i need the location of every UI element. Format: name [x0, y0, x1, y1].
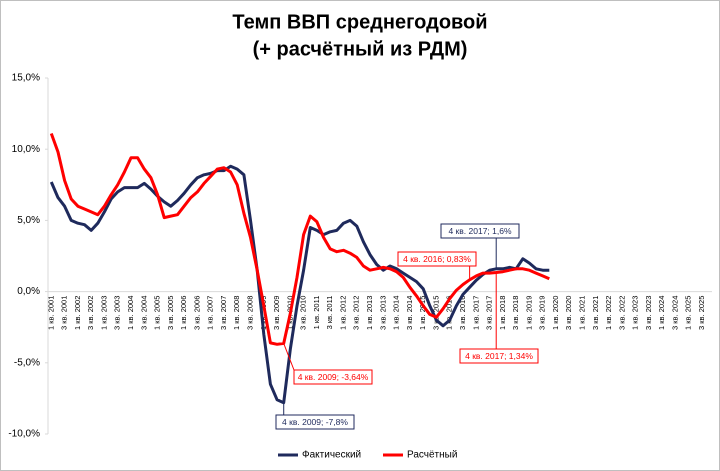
- x-tick-label: 3 кв. 2007: [219, 296, 228, 330]
- chart-subtitle: (+ расчётный из РДМ): [253, 38, 468, 60]
- x-tick-label: 3 кв. 2001: [60, 296, 69, 330]
- x-tick-label: 1 кв. 2022: [604, 296, 613, 330]
- chart-title: Темп ВВП среднегодовой: [232, 11, 487, 33]
- x-tick-label: 3 кв. 2006: [192, 296, 201, 330]
- series-line: [49, 132, 550, 346]
- annotation-box: [275, 414, 355, 430]
- x-tick-label: 3 кв. 2014: [405, 296, 414, 330]
- x-tick-label: 3 кв. 2020: [564, 296, 573, 330]
- annotation: 4 кв. 2016; 0,83%: [403, 254, 471, 264]
- x-tick-label: 1 кв. 2011: [312, 296, 321, 330]
- annotation-box: [440, 223, 520, 239]
- annotation-box: [459, 348, 539, 364]
- annotation: 4 кв. 2009; -7,8%: [282, 417, 348, 427]
- y-tick-label: 5,0%: [17, 215, 40, 226]
- x-tick-label: 1 кв. 2012: [338, 296, 347, 330]
- x-tick-label: 1 кв. 2006: [179, 296, 188, 330]
- x-tick-label: 3 кв. 2002: [86, 296, 95, 330]
- legend-label: Расчётный: [407, 450, 457, 461]
- x-tick-label: 3 кв. 2023: [644, 296, 653, 330]
- x-tick-label: 3 кв. 2009: [272, 296, 281, 330]
- x-tick-label: 3 кв. 2022: [617, 296, 626, 330]
- x-tick-label: 3 кв. 2018: [511, 296, 520, 330]
- x-tick-label: 1 кв. 2025: [684, 296, 693, 330]
- annotation: 4 кв. 2009; -3,64%: [298, 372, 369, 382]
- x-tick-label: 3 кв. 2012: [352, 296, 361, 330]
- annotation-leader: [283, 343, 295, 371]
- y-tick-label: 10,0%: [12, 144, 40, 155]
- x-tick-label: 1 кв. 2003: [99, 296, 108, 330]
- x-tick-label: 3 кв. 2010: [299, 296, 308, 330]
- x-tick-label: 3 кв. 2005: [166, 296, 175, 330]
- x-tick-label: 3 кв. 2017: [485, 296, 494, 330]
- x-tick-label: 3 кв. 2016: [458, 296, 467, 330]
- x-tick-label: 1 кв. 2004: [126, 296, 135, 330]
- x-tick-label: 1 кв. 2015: [418, 296, 427, 330]
- x-tick-label: 1 кв. 2008: [232, 296, 241, 330]
- x-tick-label: 1 кв. 2001: [46, 296, 55, 330]
- x-tick-label: 3 кв. 2025: [697, 296, 706, 330]
- x-tick-label: 3 кв. 2021: [591, 296, 600, 330]
- annotation: 4 кв. 2017; 1,34%: [465, 351, 533, 361]
- x-tick-label: 1 кв. 2023: [631, 296, 640, 330]
- x-tick-label: 1 кв. 2016: [445, 296, 454, 330]
- x-tick-label: 3 кв. 2024: [670, 296, 679, 330]
- series-line: [49, 164, 550, 405]
- x-tick-label: 1 кв. 2009: [259, 296, 268, 330]
- x-tick-label: 3 кв. 2008: [246, 296, 255, 330]
- x-tick-label: 1 кв. 2017: [471, 296, 480, 330]
- x-tick-label: 1 кв. 2007: [206, 296, 215, 330]
- x-tick-label: 1 кв. 2014: [392, 296, 401, 330]
- x-tick-label: 1 кв. 2013: [365, 296, 374, 330]
- x-tick-label: 1 кв. 2024: [657, 296, 666, 330]
- y-tick-label: 0,0%: [17, 286, 40, 297]
- y-tick-label: 15,0%: [12, 73, 40, 84]
- legend-label: Фактический: [302, 450, 361, 461]
- x-tick-label: 1 кв. 2021: [578, 296, 587, 330]
- x-tick-label: 3 кв. 2019: [538, 296, 547, 330]
- x-tick-label: 1 кв. 2020: [551, 296, 560, 330]
- x-tick-label: 1 кв. 2005: [153, 296, 162, 330]
- x-tick-label: 1 кв. 2002: [73, 296, 82, 330]
- annotation-box: [293, 369, 373, 385]
- x-tick-label: 3 кв. 2004: [139, 296, 148, 330]
- x-tick-label: 3 кв. 2013: [378, 296, 387, 330]
- x-tick-label: 3 кв. 2003: [113, 296, 122, 330]
- annotation: 4 кв. 2017; 1,6%: [448, 226, 511, 236]
- x-tick-label: 3 кв. 2011: [325, 296, 334, 330]
- annotation-box: [397, 251, 477, 267]
- x-tick-label: 1 кв. 2019: [524, 296, 533, 330]
- x-tick-label: 1 кв. 2018: [498, 296, 507, 330]
- y-tick-label: -5,0%: [14, 357, 40, 368]
- y-tick-label: -10,0%: [8, 429, 40, 440]
- x-tick-label: 3 кв. 2015: [431, 296, 440, 330]
